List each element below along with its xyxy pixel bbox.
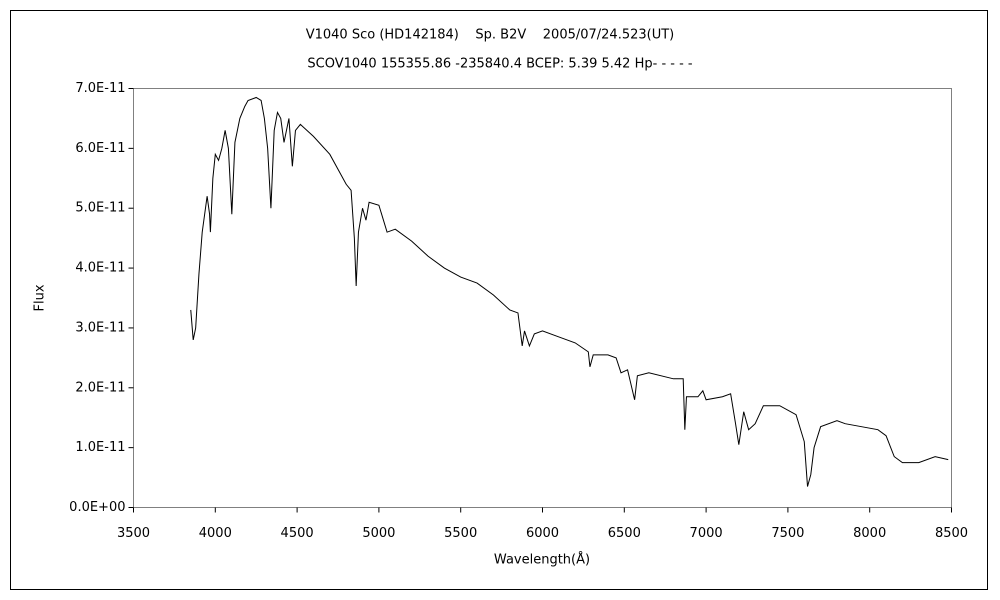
x-tick-label: 7500: [771, 526, 804, 541]
y-tick-label: 0.0E+00: [69, 500, 125, 515]
x-tick-label: 8000: [853, 526, 886, 541]
x-tick-label: 5000: [362, 526, 395, 541]
chart-subtitle: SCOV1040 155355.86 -235840.4 BCEP: 5.39 …: [307, 57, 693, 72]
chart-title: V1040 Sco (HD142184) Sp. B2V 2005/07/24.…: [306, 28, 675, 43]
x-tick-label: 8500: [935, 526, 968, 541]
y-tick-label: 4.0E-11: [75, 261, 125, 276]
spectrum-line: [190, 96, 949, 487]
y-tick-label: 6.0E-11: [75, 141, 125, 156]
x-tick-label: 6500: [608, 526, 641, 541]
x-tick-label: 7000: [690, 526, 723, 541]
x-axis-label: Wavelength(Å): [494, 552, 590, 568]
x-tick-label: 4500: [281, 526, 314, 541]
x-tick-label: 5500: [444, 526, 477, 541]
y-tick-label: 2.0E-11: [75, 380, 125, 395]
y-axis-label: Flux: [33, 284, 48, 311]
y-tick-label: 7.0E-11: [75, 81, 125, 96]
y-tick-label: 3.0E-11: [75, 320, 125, 335]
x-tick-label: 3500: [117, 526, 150, 541]
x-tick-label: 6000: [526, 526, 559, 541]
y-tick-label: 5.0E-11: [75, 201, 125, 216]
x-tick-label: 4000: [199, 526, 232, 541]
y-tick-label: 1.0E-11: [75, 440, 125, 455]
